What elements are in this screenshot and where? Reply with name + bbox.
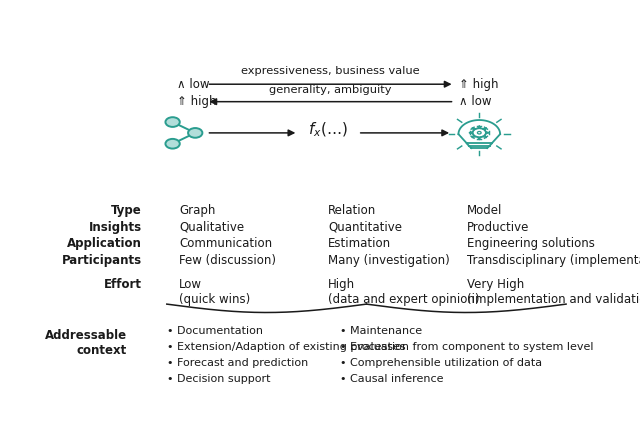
Circle shape (166, 139, 180, 149)
Text: • Extension/Adaption of existing processes: • Extension/Adaption of existing process… (167, 342, 405, 352)
Text: Insights: Insights (89, 221, 142, 234)
Text: Productive: Productive (467, 221, 529, 234)
Text: Qualitative: Qualitative (179, 221, 244, 234)
Text: Application: Application (67, 237, 142, 250)
Text: Few (discussion): Few (discussion) (179, 254, 276, 267)
Text: • Comprehensible utilization of data: • Comprehensible utilization of data (340, 358, 543, 368)
Text: • Forecast and prediction: • Forecast and prediction (167, 358, 308, 368)
Text: Relation: Relation (328, 204, 376, 217)
Text: Effort: Effort (104, 278, 142, 291)
Text: expressiveness, business value: expressiveness, business value (241, 66, 420, 76)
Text: • Documentation: • Documentation (167, 326, 263, 336)
Text: generality, ambiguity: generality, ambiguity (269, 85, 392, 95)
Text: Model: Model (467, 204, 502, 217)
Text: Participants: Participants (62, 254, 142, 267)
Text: ⇑ high: ⇑ high (177, 95, 216, 108)
Text: Communication: Communication (179, 237, 273, 250)
Text: Quantitative: Quantitative (328, 221, 402, 234)
Circle shape (166, 117, 180, 127)
Circle shape (188, 128, 202, 138)
Text: ⇑ high: ⇑ high (460, 78, 499, 91)
Text: ∧ low: ∧ low (177, 78, 209, 91)
Text: Estimation: Estimation (328, 237, 391, 250)
Text: • Decision support: • Decision support (167, 374, 270, 384)
Text: Very High
(implementation and validation): Very High (implementation and validation… (467, 278, 640, 306)
Text: ∧ low: ∧ low (460, 95, 492, 108)
Text: $f_x(\ldots)$: $f_x(\ldots)$ (308, 121, 348, 140)
Text: Graph: Graph (179, 204, 216, 217)
Text: • Evaluation from component to system level: • Evaluation from component to system le… (340, 342, 594, 352)
Text: • Maintenance: • Maintenance (340, 326, 422, 336)
Text: High
(data and expert opinion): High (data and expert opinion) (328, 278, 479, 306)
Text: • Causal inference: • Causal inference (340, 374, 444, 384)
Text: Engineering solutions: Engineering solutions (467, 237, 595, 250)
Text: Addressable
context: Addressable context (45, 329, 127, 357)
Text: Type: Type (111, 204, 142, 217)
Text: Low
(quick wins): Low (quick wins) (179, 278, 250, 306)
Text: Transdisciplinary (implementation): Transdisciplinary (implementation) (467, 254, 640, 267)
Text: Many (investigation): Many (investigation) (328, 254, 450, 267)
